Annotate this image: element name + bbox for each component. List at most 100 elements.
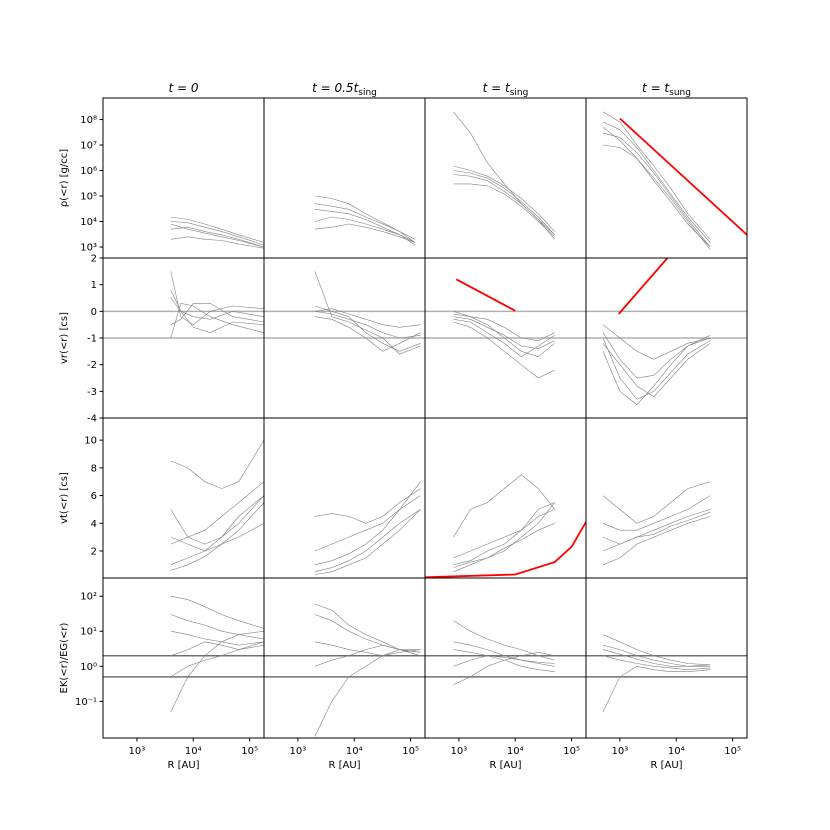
plot-area [314,195,416,246]
plot-area [453,111,555,240]
x-axis-label: R [AU] [328,760,360,771]
panel: 2 4 6 8 10 vt(<r) [cs] [59,417,265,579]
x-tick-label: 10⁵ [724,746,741,757]
data-line [170,236,264,249]
data-line [314,305,421,352]
data-line [602,132,711,248]
data-line [602,509,711,545]
panel [424,417,587,579]
data-line [602,126,711,248]
data-line [170,221,264,246]
data-line [453,111,555,236]
panel [424,257,587,419]
data-line [602,335,711,406]
panel: 10³ 10⁴ 10⁵ R [AU] [585,577,748,771]
data-line [602,655,711,671]
frame [102,97,265,259]
x-axis-label: R [AU] [167,760,199,771]
data-line [314,311,421,339]
y-tick-label: -1 [87,334,97,345]
panel [263,257,426,419]
data-line [314,495,421,566]
frame [102,417,265,579]
plot-area [425,474,586,578]
data-line [453,174,555,240]
data-line [453,311,555,358]
plot-area [103,595,264,713]
data-line [170,614,264,640]
panel: 10³ 10⁴ 10⁵ 10⁶ 10⁷ 10⁸ t = 0 ρ(<r) [g/cc] [59,81,265,259]
data-line [170,495,264,545]
data-line [314,649,421,737]
y-axis-label: EK(<r)/EG(<r) [59,622,70,693]
data-line [453,620,555,661]
reference-line [455,278,516,312]
x-tick-label: 10⁴ [507,746,524,757]
data-line [170,440,264,489]
panel [585,257,748,419]
data-line [602,324,711,360]
data-line [314,223,416,243]
y-tick-label: 10⁵ [80,192,97,203]
panel: t = tsung [585,81,748,259]
panel: 10³ 10⁴ 10⁵ R [AU] [424,577,587,771]
data-line [602,111,711,240]
y-tick-label: 1 [91,280,97,291]
frame [424,417,587,579]
data-line [602,332,711,379]
data-line [170,502,264,571]
y-tick-label: 10⁸ [80,115,97,126]
data-line [602,495,711,531]
data-line [170,523,264,552]
frame [263,97,426,259]
y-tick-label: 10¹ [80,627,97,638]
y-axis-label: vt(<r) [cs] [59,472,70,524]
frame [424,97,587,259]
data-line [170,630,264,646]
data-line [602,481,711,524]
x-tick-label: 10³ [612,746,629,757]
data-line [453,474,555,538]
y-tick-label: 10⁰ [80,662,97,673]
data-line [453,321,555,379]
title-subscript: sing [358,88,377,98]
panel-title: t = tsing [483,81,529,98]
plot-area [586,634,747,713]
data-line [314,216,416,243]
frame [585,577,748,739]
data-line [453,319,555,358]
title-subscript: sung [669,88,691,98]
data-line [602,665,711,713]
y-tick-label: 2 [91,546,97,557]
data-line [170,289,264,334]
plot-area [170,440,264,571]
plot-area [425,620,586,685]
title-subscript: sing [510,88,529,98]
data-line [453,641,555,667]
reference-line [618,258,669,315]
panel: t = tsing [424,81,587,259]
data-line [314,195,416,243]
panel-title: t = 0 [168,81,198,95]
data-line [453,502,555,573]
y-axis-label: vr(<r) [cs] [59,312,70,364]
data-line [314,308,421,328]
x-tick-label: 10⁴ [668,746,685,757]
plot-area [314,481,421,575]
reference-line [425,521,586,578]
data-line [602,144,711,250]
data-line [170,216,264,243]
data-line [602,516,711,566]
y-tick-label: 2 [91,254,97,265]
data-line [170,303,264,325]
panel [585,417,748,579]
y-tick-label: 0 [91,307,97,318]
panel: 10³ 10⁴ 10⁵ R [AU] [263,577,426,771]
data-line [453,316,555,350]
panel [263,417,426,579]
plot-area [103,271,264,339]
data-line [453,165,555,232]
x-tick-label: 10⁴ [346,746,363,757]
x-tick-label: 10⁵ [241,746,258,757]
